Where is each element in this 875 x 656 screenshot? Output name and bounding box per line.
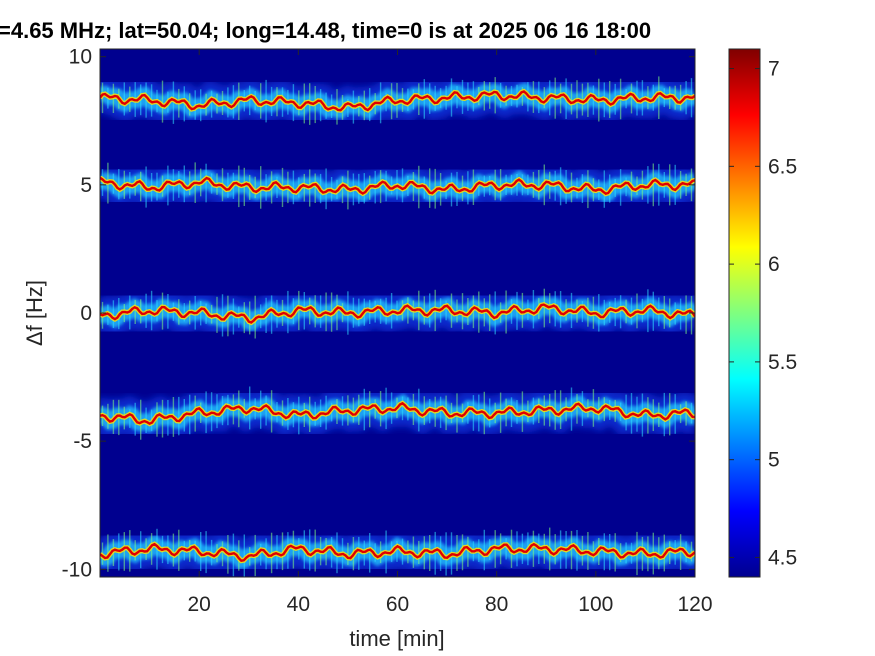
x-axis-label: time [min] (349, 626, 444, 651)
x-tick-label: 80 (485, 593, 508, 616)
y-tick-label: 10 (69, 46, 92, 69)
colorbar-tick-label: 5.5 (768, 351, 797, 374)
trace-band (100, 72, 695, 130)
y-tick-label: -5 (73, 430, 92, 453)
spectral-traces (100, 72, 695, 577)
trace-core-red (100, 90, 695, 112)
colorbar-tick-label: 6 (768, 253, 780, 276)
colorbar-ticks: 4.5 5 5.5 6 6.5 7 (729, 58, 797, 569)
x-tick-label: 20 (187, 593, 210, 616)
trace-core-red (100, 401, 695, 426)
colorbar-tick-label: 7 (768, 58, 780, 81)
trace-band (100, 524, 695, 577)
trace-band (100, 286, 695, 342)
x-tick-label: 120 (677, 593, 712, 616)
plot-area (99, 48, 696, 578)
y-tick-label: 0 (80, 302, 92, 325)
y-tick-label: 5 (80, 174, 92, 197)
x-tick-label: 100 (578, 593, 613, 616)
y-axis-label: Δf [Hz] (22, 280, 47, 346)
colorbar-tick-label: 5 (768, 449, 780, 472)
colorbar: 4.5 5 5.5 6 6.5 7 (728, 48, 797, 578)
chart-title: =4.65 MHz; lat=50.04; long=14.48, time=0… (0, 18, 651, 43)
trace-band (100, 383, 695, 443)
colorbar-tick-label: 6.5 (768, 155, 797, 178)
trace-core-red (100, 542, 695, 562)
colorbar-tick-label: 4.5 (768, 546, 797, 569)
y-axis: 10 5 0 -5 -10 (62, 46, 695, 581)
x-tick-label: 40 (287, 593, 310, 616)
colorbar-frame (728, 48, 761, 578)
x-tick-label: 60 (386, 593, 409, 616)
trace-band (100, 158, 695, 214)
trace-core-red (100, 176, 695, 196)
x-axis: 20 40 60 80 100 120 (187, 49, 713, 616)
y-tick-label: -10 (62, 558, 92, 581)
trace-core-red (100, 303, 695, 324)
colorbar-gradient (729, 49, 760, 577)
